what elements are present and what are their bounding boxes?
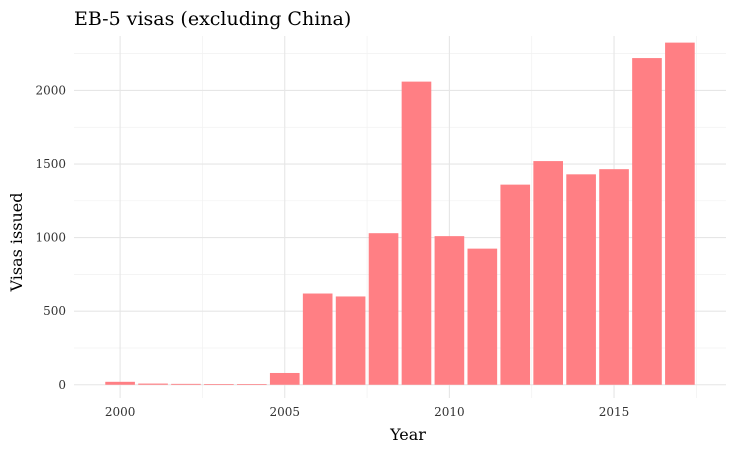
- y-tick-label: 2000: [35, 83, 66, 97]
- x-axis-title: Year: [389, 425, 426, 444]
- bar-2013: [533, 161, 563, 385]
- bar-2000: [105, 381, 135, 385]
- x-tick-label: 2000: [105, 405, 136, 419]
- bar-2017: [665, 42, 695, 385]
- chart-title: EB-5 visas (excluding China): [74, 8, 351, 30]
- y-tick-label: 1000: [35, 231, 66, 245]
- x-axis-ticks: 2000 2005 2010 2015: [105, 405, 629, 419]
- y-axis-title: Visas issued: [7, 193, 26, 293]
- bar-2007: [335, 296, 366, 385]
- bar-2005: [269, 372, 300, 385]
- bar-2014: [566, 174, 596, 385]
- bar-2004: [237, 384, 267, 385]
- bar-2012: [500, 184, 531, 385]
- x-tick-label: 2010: [434, 405, 465, 419]
- bar-2010: [434, 236, 465, 385]
- bar-2011: [467, 248, 498, 385]
- x-tick-label: 2005: [269, 405, 300, 419]
- y-tick-label: 1500: [35, 157, 66, 171]
- bar-2016: [632, 58, 662, 385]
- bar-2015: [599, 169, 629, 385]
- y-tick-label: 0: [58, 378, 66, 392]
- bar-2001: [138, 383, 168, 385]
- y-axis-ticks: 0 500 1000 1500 2000: [35, 83, 66, 391]
- y-tick-label: 500: [43, 304, 66, 318]
- bars: [105, 42, 695, 385]
- bar-2002: [171, 383, 201, 385]
- bar-2006: [302, 293, 333, 385]
- bar-2009: [401, 81, 432, 385]
- x-tick-label: 2015: [599, 405, 630, 419]
- bar-2008: [368, 233, 399, 385]
- bar-2003: [204, 384, 234, 385]
